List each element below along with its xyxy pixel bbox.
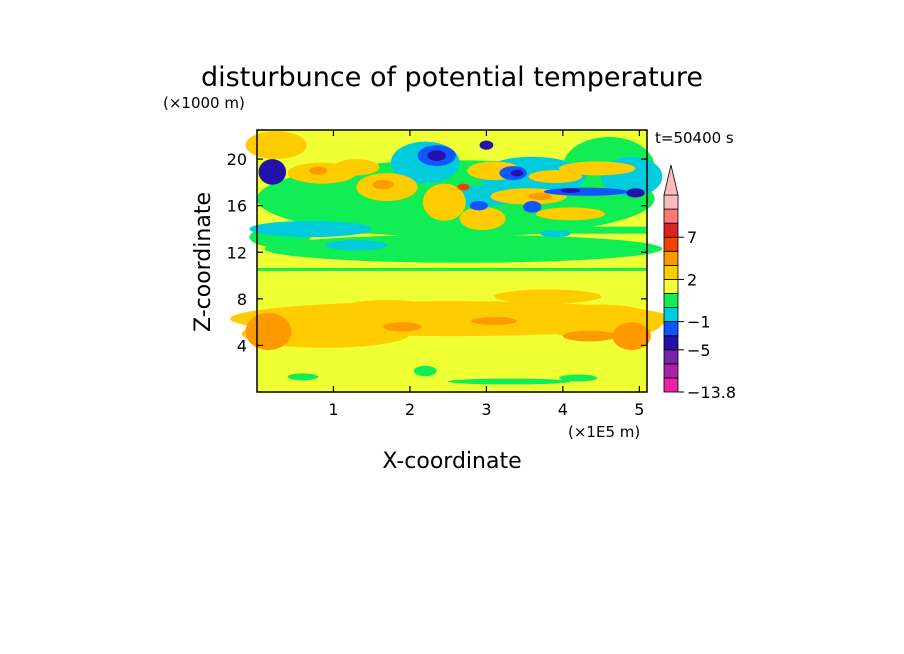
- colorbar-swatch: [663, 208, 679, 224]
- field-patch: [245, 312, 292, 351]
- colorbar-swatch: [663, 335, 679, 351]
- x-tick-label: 5: [634, 400, 644, 419]
- chart-title: disturbunce of potential temperature: [201, 62, 703, 93]
- field-patch: [510, 169, 524, 177]
- colorbar-extend-arrow: [663, 164, 679, 196]
- field-patch: [626, 188, 645, 198]
- colorbar-swatch: [663, 250, 679, 266]
- colorbar-swatch: [663, 321, 679, 337]
- y-unit-label: (×1000 m): [163, 94, 245, 112]
- colorbar-label: 2: [687, 270, 697, 289]
- field-patch: [287, 373, 319, 381]
- field-patch: [539, 230, 571, 238]
- colorbar-swatch: [663, 279, 679, 294]
- field-band: [257, 267, 647, 271]
- colorbar-swatch: [663, 293, 679, 308]
- field-patch: [536, 207, 605, 221]
- field-patch: [459, 206, 506, 231]
- colorbar-label: 7: [687, 228, 697, 247]
- plot-frame: [256, 129, 648, 393]
- x-axis-title: X-coordinate: [382, 449, 521, 474]
- field-patch: [422, 183, 466, 221]
- x-tick-label: 3: [481, 400, 491, 419]
- x-unit-label: (×1E5 m): [568, 423, 640, 441]
- y-tick-label: 20: [227, 150, 247, 169]
- field-patch: [245, 131, 307, 160]
- field-patch: [448, 378, 571, 385]
- field-patch: [427, 150, 446, 161]
- x-tick-label: 1: [328, 400, 338, 419]
- y-axis: 4 8 12 16 20: [227, 150, 647, 355]
- field-patch: [560, 188, 581, 193]
- y-tick-label: 16: [227, 197, 247, 216]
- field-patch: [528, 192, 552, 200]
- field-patch: [494, 289, 602, 304]
- field-patch: [543, 187, 628, 196]
- time-label: t=50400 s: [655, 129, 734, 147]
- y-tick-label: 12: [227, 243, 247, 262]
- field-patch: [325, 240, 388, 251]
- field-patch: [309, 166, 328, 175]
- x-axis: 1 2 3 4 5: [328, 130, 644, 419]
- field-patch: [528, 170, 582, 183]
- field-patch: [523, 201, 542, 213]
- colorbar-swatch: [663, 236, 679, 252]
- colorbar-swatch: [663, 264, 679, 280]
- x-tick-label: 4: [558, 400, 568, 419]
- colorbar-swatch: [663, 349, 679, 365]
- colorbar-swatch: [663, 194, 679, 210]
- colorbar-label: −13.8: [687, 383, 736, 402]
- field-patch: [249, 220, 372, 238]
- field-patch: [479, 140, 494, 150]
- field-patch: [264, 234, 663, 263]
- colorbar-label: −5: [687, 341, 711, 360]
- field-patch: [383, 322, 422, 332]
- colorbar: 7 2 −1 −5 −13.8: [663, 164, 736, 402]
- field-patch: [341, 300, 433, 317]
- colorbar-swatch: [663, 222, 679, 238]
- field-patch: [469, 201, 488, 211]
- y-axis-title: Z-coordinate: [191, 192, 216, 332]
- colorbar-swatch: [663, 363, 679, 379]
- plot-area: [230, 129, 674, 393]
- field-patch: [258, 159, 287, 185]
- colorbar-label: −1: [687, 313, 711, 332]
- field-patch: [612, 322, 651, 351]
- field-patch: [333, 159, 380, 176]
- field-patch: [559, 374, 598, 382]
- field-patch: [372, 180, 394, 190]
- field-patch: [471, 316, 517, 326]
- y-tick-label: 8: [237, 290, 247, 309]
- colorbar-swatch: [663, 307, 679, 323]
- colorbar-swatch: [663, 377, 679, 393]
- y-tick-label: 4: [237, 336, 247, 355]
- field-patch: [276, 223, 315, 231]
- field-patch: [322, 227, 345, 235]
- field-patch: [457, 183, 470, 191]
- field-patch: [559, 161, 636, 176]
- field-patch: [413, 365, 437, 377]
- field-patch: [562, 330, 617, 342]
- x-tick-label: 2: [405, 400, 415, 419]
